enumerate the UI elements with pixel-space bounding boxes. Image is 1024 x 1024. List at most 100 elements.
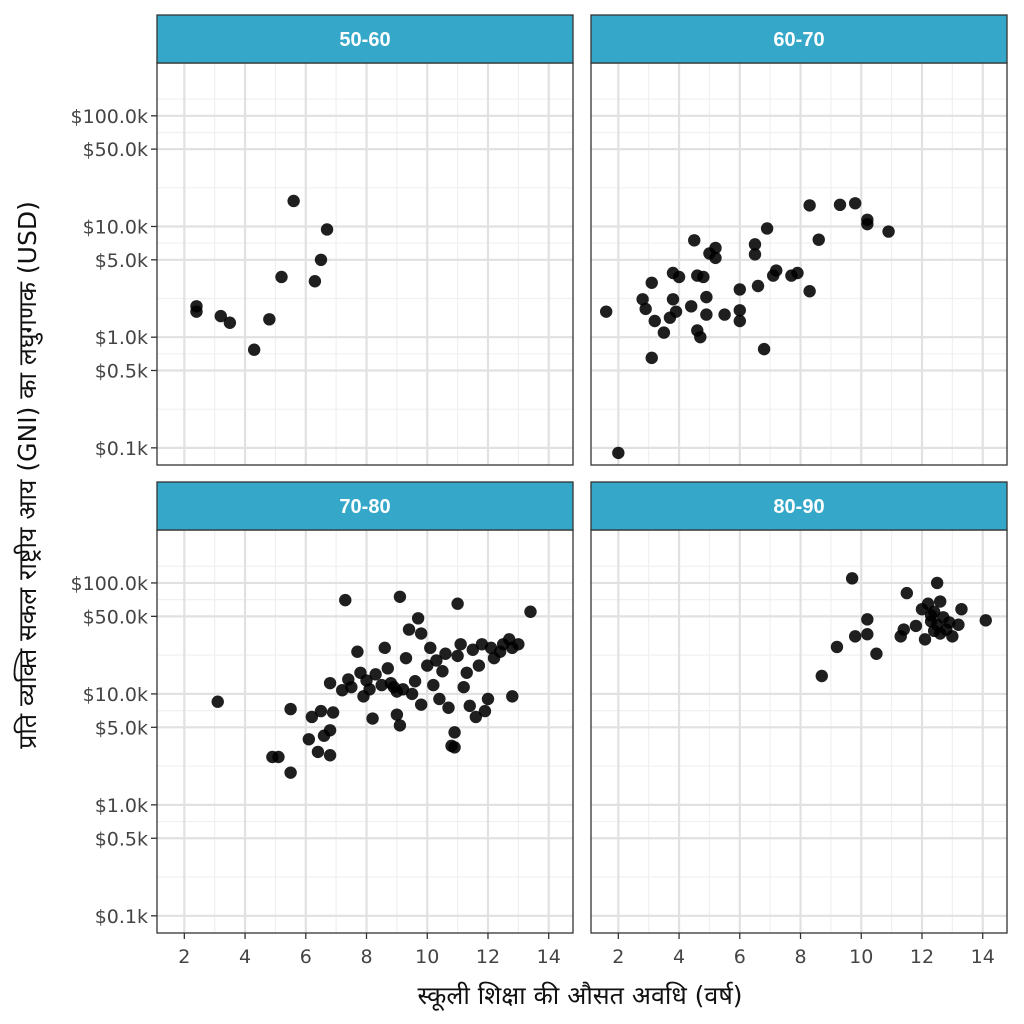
data-point [460,666,473,679]
data-point [424,641,437,655]
data-point [223,316,237,329]
data-point [466,643,479,656]
data-point [979,614,992,627]
data-point [524,605,537,618]
data-point [481,692,495,706]
x-tick-label: 6 [734,946,746,968]
data-point [955,602,968,616]
data-point [669,305,683,318]
data-point [463,699,476,713]
panels-layer: 50-60 $0.1k $0.5k $1.0k $5.0k $10.0k $50.0k $10… [71,14,1008,968]
x-tick-label: 6 [300,946,312,968]
x-tick-label: 12 [476,946,500,968]
data-point [599,305,613,318]
data-point [848,630,862,643]
y-tick-label: $0.1k [95,438,148,460]
x-tick-label: 4 [239,946,251,968]
data-point [363,683,376,696]
data-point [287,194,300,208]
data-point [339,593,352,607]
data-point [718,308,731,321]
y-tick-label: $100.0k [71,106,148,128]
data-point [918,633,932,646]
y-tick-label: $5.0k [95,717,148,739]
data-point [451,597,464,610]
data-point [351,645,364,658]
facet-strip-label: 80-90 [773,496,824,518]
data-point [733,314,746,328]
data-point [472,659,486,672]
data-point [897,623,910,636]
data-point [666,293,680,306]
data-point [421,659,434,672]
data-point [399,651,413,665]
data-point [933,595,947,608]
facet-strip [156,14,574,64]
data-point [833,198,847,212]
y-tick-label: $100.0k [71,573,148,595]
data-point [448,726,461,739]
data-point [302,733,316,746]
data-point [469,710,483,724]
data-point [323,724,337,737]
y-tick-label: $50.0k [83,139,148,161]
facet-strip [590,481,1008,531]
data-point [700,290,713,304]
data-point [688,234,701,247]
data-point [645,351,658,365]
panel-background [157,63,573,465]
x-tick-label: 2 [178,946,190,968]
data-point [636,293,649,306]
data-point [414,698,428,711]
data-point [946,630,959,643]
data-point [378,641,391,655]
y-tick-label: $0.1k [95,906,148,928]
data-point [900,586,913,600]
y-axis-title: प्रति व्यक्ति सकल राष्ट्रीय आय (GNI) का … [13,201,43,749]
data-point [861,613,874,626]
data-point [770,264,783,277]
data-point [402,623,416,636]
data-point [247,343,261,356]
facet-strip [156,481,574,531]
data-point [506,690,519,703]
data-point [927,605,941,618]
y-tick-label: $10.0k [83,684,148,706]
panel-background [157,530,573,933]
panel-background [591,63,1007,465]
data-point [909,619,923,633]
data-point [812,233,825,246]
data-point [830,640,844,654]
data-point [366,712,379,725]
data-point [709,241,722,255]
data-point [275,270,288,284]
x-axis-title: स्कूली शिक्षा की औसत अवधि (वर्ष) [417,981,742,1011]
data-point [639,302,652,316]
panel-70-80: 70-80 $0.1k $0.5k $1.0k $5.0k $10.0k $50.0k $10… [71,481,574,968]
x-tick-label: 2 [612,946,624,968]
x-tick-label: 14 [537,946,561,968]
data-point [305,710,319,724]
data-point [214,309,227,323]
facet-strip-label: 70-80 [339,496,390,518]
data-point [454,638,467,651]
data-point [952,618,965,631]
data-point [861,628,874,641]
data-point [709,251,722,265]
data-point [272,750,285,764]
data-point [612,446,625,460]
data-point [436,665,449,678]
data-point [803,285,816,298]
data-point [393,719,407,732]
data-point [694,330,707,344]
panel-50-60: 50-60 $0.1k $0.5k $1.0k $5.0k $10.0k $50.0k $10… [71,14,574,466]
data-point [861,217,874,231]
y-tick-label: $50.0k [83,606,148,628]
y-tick-label: $1.0k [95,795,148,817]
x-tick-label: 8 [360,946,372,968]
data-point [190,305,203,318]
x-tick-label: 4 [673,946,685,968]
panel-background [591,530,1007,933]
data-point [263,313,276,326]
